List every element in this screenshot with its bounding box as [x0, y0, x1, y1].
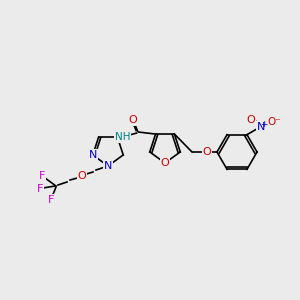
Text: O: O [128, 115, 137, 125]
Text: N: N [257, 122, 265, 132]
Text: O: O [78, 171, 86, 181]
Text: O: O [247, 115, 255, 125]
Text: +: + [260, 120, 268, 129]
Text: F: F [37, 184, 43, 194]
Text: F: F [48, 195, 54, 205]
Text: N: N [104, 161, 112, 171]
Text: F: F [39, 171, 45, 181]
Text: O: O [160, 158, 169, 168]
Text: O: O [202, 147, 211, 157]
Text: O⁻: O⁻ [267, 117, 281, 127]
Text: N: N [88, 150, 97, 160]
Text: NH: NH [115, 132, 130, 142]
